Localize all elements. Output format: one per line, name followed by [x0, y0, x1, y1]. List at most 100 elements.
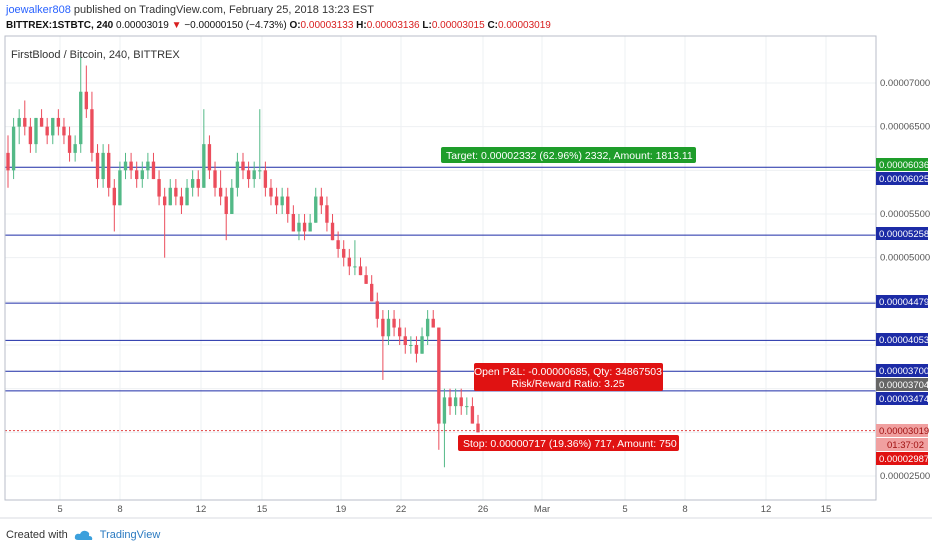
candle-15	[90, 91, 94, 162]
close-value: 0.00003019	[498, 20, 551, 31]
author-link[interactable]: joewalker808	[6, 4, 71, 16]
candles	[6, 56, 480, 468]
candle-26	[151, 152, 156, 180]
candle-45	[258, 109, 262, 180]
tradingview-link[interactable]: TradingView	[99, 529, 161, 541]
publish-text: published on TradingView.com, February 2…	[73, 4, 374, 16]
candle-14	[84, 65, 89, 118]
candle-77	[437, 327, 441, 450]
svg-text:0.00003704: 0.00003704	[879, 380, 929, 391]
open-label: O:	[289, 20, 301, 31]
candle-32	[185, 179, 189, 206]
candle-44	[252, 161, 256, 188]
candle-17	[101, 144, 105, 188]
candle-69	[392, 310, 396, 337]
high-label: H:	[356, 20, 367, 31]
candle-59	[336, 231, 340, 258]
candle-1	[11, 117, 16, 180]
y-tick-2: 0.00005500	[880, 209, 930, 220]
candle-82	[465, 397, 469, 415]
time-axis[interactable]: 5 8 12 15 19 22 26 Mar 5 8 12 15	[57, 504, 831, 515]
candle-68	[386, 310, 391, 345]
tradingview-cloud-icon	[74, 530, 92, 540]
candle-42	[241, 152, 245, 180]
candle-35	[202, 109, 206, 188]
candle-52	[297, 214, 301, 241]
svg-text:0.00005258: 0.00005258	[879, 229, 929, 240]
x-tick-2: 12	[196, 504, 207, 515]
high-value: 0.00003136	[366, 20, 420, 31]
candle-78	[442, 388, 447, 468]
candle-18	[107, 144, 111, 197]
y-tick-1: 0.00005000	[880, 253, 930, 264]
price-axis[interactable]: 0.00002500 0.00005000 0.00005500 0.00006500…	[880, 78, 930, 482]
candle-21	[123, 152, 128, 180]
candle-5	[34, 117, 38, 153]
pnl-label[interactable]: Open P&L: -0.00000685, Qty: 34867503 Ris…	[474, 363, 663, 391]
change: −0.00000150 (−4.73%)	[184, 20, 287, 31]
x-tick-0: 5	[57, 504, 62, 515]
y-tick-4: 0.00007000	[880, 78, 930, 89]
candle-58	[330, 214, 335, 241]
x-tick-5: 22	[396, 504, 407, 515]
candle-79	[448, 388, 452, 415]
down-arrow-icon: ▼	[171, 20, 182, 31]
candle-74	[420, 327, 424, 354]
candle-46	[263, 161, 268, 197]
candle-39	[224, 187, 228, 241]
candle-76	[431, 310, 435, 328]
stop-label-text: Stop: 0.00000717 (19.36%) 717, Amount: 7…	[463, 438, 677, 450]
candle-2	[17, 109, 21, 145]
badge-stop: 0.00002987	[876, 452, 929, 465]
x-tick-4: 19	[336, 504, 347, 515]
badge-3474: 0.00003474	[876, 392, 929, 405]
svg-text:01:37:02: 01:37:02	[887, 440, 924, 451]
candle-11	[67, 126, 72, 162]
candle-27	[157, 170, 161, 206]
svg-text:0.00003700: 0.00003700	[879, 366, 929, 377]
price-badges: 0.00006036 0.00006025 0.00005258 0.00004…	[876, 158, 929, 465]
svg-text:0.00006036: 0.00006036	[879, 160, 929, 171]
candle-55	[314, 187, 318, 223]
svg-text:0.00004053: 0.00004053	[879, 335, 929, 346]
candle-20	[118, 161, 122, 206]
candle-12	[73, 135, 77, 162]
badge-entry: 0.00003704	[876, 378, 929, 391]
candle-3	[23, 100, 27, 136]
stop-label[interactable]: Stop: 0.00000717 (19.36%) 717, Amount: 7…	[458, 435, 679, 451]
candle-30	[174, 179, 178, 206]
x-tick-6: 26	[478, 504, 489, 515]
candle-24	[140, 161, 144, 188]
badge-6036: 0.00006036	[876, 158, 929, 171]
candle-66	[375, 292, 379, 328]
candle-75	[425, 310, 430, 345]
candle-23	[135, 161, 139, 188]
x-tick-8: 5	[622, 504, 627, 515]
candle-51	[291, 205, 296, 232]
candle-57	[325, 196, 329, 232]
candle-36	[207, 135, 212, 180]
candle-31	[179, 187, 184, 214]
candle-53	[302, 214, 307, 241]
candle-54	[308, 214, 312, 232]
candle-22	[129, 152, 133, 180]
svg-text:0.00003019: 0.00003019	[879, 426, 929, 437]
x-tick-1: 8	[117, 504, 122, 515]
candle-40	[230, 179, 234, 214]
svg-text:0.00006025: 0.00006025	[879, 174, 929, 185]
candle-9	[56, 109, 61, 136]
badge-countdown: 01:37:02	[876, 438, 928, 451]
candle-70	[397, 318, 402, 345]
candle-63	[358, 257, 363, 276]
candle-72	[409, 336, 413, 354]
open-value: 0.00003133	[300, 20, 354, 31]
candle-49	[280, 187, 284, 214]
badge-target: 0.00006025	[876, 172, 929, 185]
low-value: 0.00003015	[431, 20, 485, 31]
candle-16	[95, 144, 100, 188]
x-tick-7: Mar	[534, 504, 550, 515]
close-label: C:	[487, 20, 498, 31]
target-label[interactable]: Target: 0.00002332 (62.96%) 2332, Amount…	[441, 147, 696, 163]
candle-65	[370, 275, 374, 302]
